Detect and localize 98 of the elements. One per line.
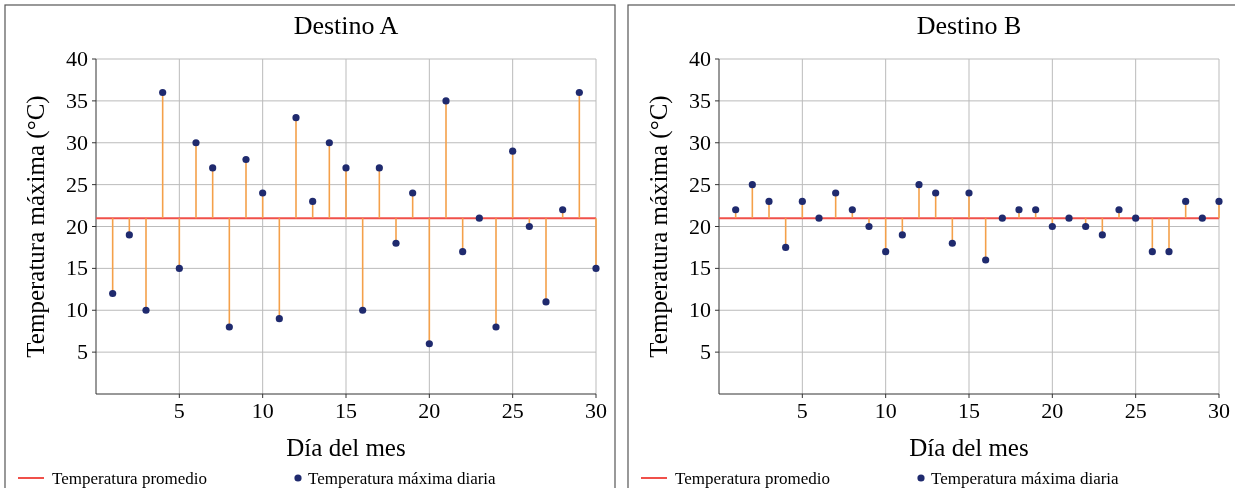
point bbox=[125, 231, 133, 239]
y-tick-label: 15 bbox=[66, 255, 88, 281]
point bbox=[425, 340, 433, 348]
y-tick-label: 40 bbox=[66, 46, 88, 71]
point bbox=[209, 164, 217, 172]
point bbox=[342, 164, 350, 172]
x-tick-label: 20 bbox=[418, 398, 441, 423]
point bbox=[782, 243, 790, 252]
point bbox=[1098, 231, 1106, 239]
x-tick-label: 10 bbox=[874, 398, 897, 423]
point bbox=[798, 197, 806, 205]
point bbox=[409, 189, 417, 197]
x-tick-label: 20 bbox=[1041, 398, 1064, 423]
y-tick-label: 35 bbox=[66, 87, 88, 113]
point bbox=[948, 239, 956, 247]
y-tick-label: 30 bbox=[689, 129, 711, 155]
legend-label: Temperatura promedio bbox=[52, 469, 208, 488]
point bbox=[998, 214, 1006, 222]
point bbox=[225, 323, 233, 331]
point bbox=[1048, 222, 1056, 231]
point bbox=[159, 88, 167, 97]
point bbox=[559, 206, 567, 214]
point bbox=[815, 214, 823, 222]
x-tick-label: 25 bbox=[1124, 398, 1147, 423]
point bbox=[748, 181, 756, 189]
point bbox=[765, 197, 773, 205]
point bbox=[359, 306, 367, 314]
legend-label: Temperatura máxima diaria bbox=[308, 469, 497, 488]
y-tick-label: 20 bbox=[66, 213, 88, 239]
point bbox=[848, 206, 856, 214]
point bbox=[192, 139, 200, 147]
point bbox=[1015, 206, 1023, 214]
point bbox=[1165, 248, 1173, 256]
point bbox=[509, 147, 517, 155]
point bbox=[1182, 197, 1190, 205]
point bbox=[1148, 248, 1156, 256]
y-axis-title: Temperatura máxima (°C) bbox=[22, 95, 50, 358]
point bbox=[459, 248, 467, 256]
chart-title: Destino B bbox=[916, 11, 1022, 40]
point bbox=[898, 231, 906, 239]
y-tick-label: 40 bbox=[689, 46, 711, 71]
y-tick-label: 30 bbox=[66, 129, 88, 155]
point bbox=[492, 323, 500, 331]
point bbox=[109, 289, 117, 298]
legend-label: Temperatura máxima diaria bbox=[931, 469, 1120, 488]
y-tick-label: 10 bbox=[689, 297, 711, 323]
point bbox=[175, 264, 183, 272]
x-tick-label: 10 bbox=[251, 398, 274, 423]
point bbox=[392, 239, 400, 247]
point bbox=[292, 114, 300, 122]
y-tick-label: 5 bbox=[700, 339, 711, 365]
point bbox=[1215, 197, 1223, 205]
point bbox=[1198, 214, 1206, 222]
y-tick-label: 25 bbox=[66, 171, 88, 197]
point bbox=[1115, 206, 1123, 214]
y-tick-label: 15 bbox=[689, 255, 711, 281]
point bbox=[575, 88, 583, 97]
legend-label: Temperatura promedio bbox=[675, 469, 831, 488]
point bbox=[1082, 222, 1090, 231]
y-tick-label: 10 bbox=[66, 297, 88, 323]
point bbox=[982, 256, 990, 264]
point bbox=[592, 264, 600, 272]
x-tick-label: 5 bbox=[173, 398, 185, 423]
y-tick-label: 5 bbox=[77, 339, 88, 365]
x-axis-title: Día del mes bbox=[909, 434, 1029, 461]
point bbox=[832, 189, 840, 197]
point bbox=[865, 222, 873, 231]
point bbox=[275, 315, 283, 323]
x-tick-label: 30 bbox=[1208, 398, 1230, 423]
x-tick-label: 15 bbox=[958, 398, 980, 423]
point bbox=[542, 298, 550, 306]
x-tick-label: 5 bbox=[796, 398, 808, 423]
x-tick-label: 15 bbox=[335, 398, 357, 423]
point bbox=[242, 155, 250, 164]
point bbox=[932, 189, 940, 197]
point bbox=[1032, 206, 1040, 214]
y-tick-label: 35 bbox=[689, 87, 711, 113]
point bbox=[475, 214, 483, 222]
x-tick-label: 25 bbox=[501, 398, 524, 423]
y-tick-label: 20 bbox=[689, 213, 711, 239]
x-axis-title: Día del mes bbox=[286, 434, 406, 461]
point bbox=[325, 139, 333, 147]
point bbox=[915, 181, 923, 189]
point bbox=[1132, 214, 1140, 222]
point bbox=[375, 164, 383, 172]
point bbox=[882, 248, 890, 256]
chart-title: Destino A bbox=[293, 11, 399, 40]
point bbox=[309, 197, 317, 205]
y-axis-title: Temperatura máxima (°C) bbox=[645, 95, 673, 358]
point bbox=[525, 222, 533, 231]
y-tick-label: 25 bbox=[689, 171, 711, 197]
point bbox=[259, 189, 267, 197]
x-tick-label: 30 bbox=[585, 398, 607, 423]
point bbox=[732, 206, 740, 214]
point bbox=[965, 189, 973, 197]
point bbox=[442, 97, 450, 105]
point bbox=[142, 306, 150, 314]
point bbox=[1065, 214, 1073, 222]
